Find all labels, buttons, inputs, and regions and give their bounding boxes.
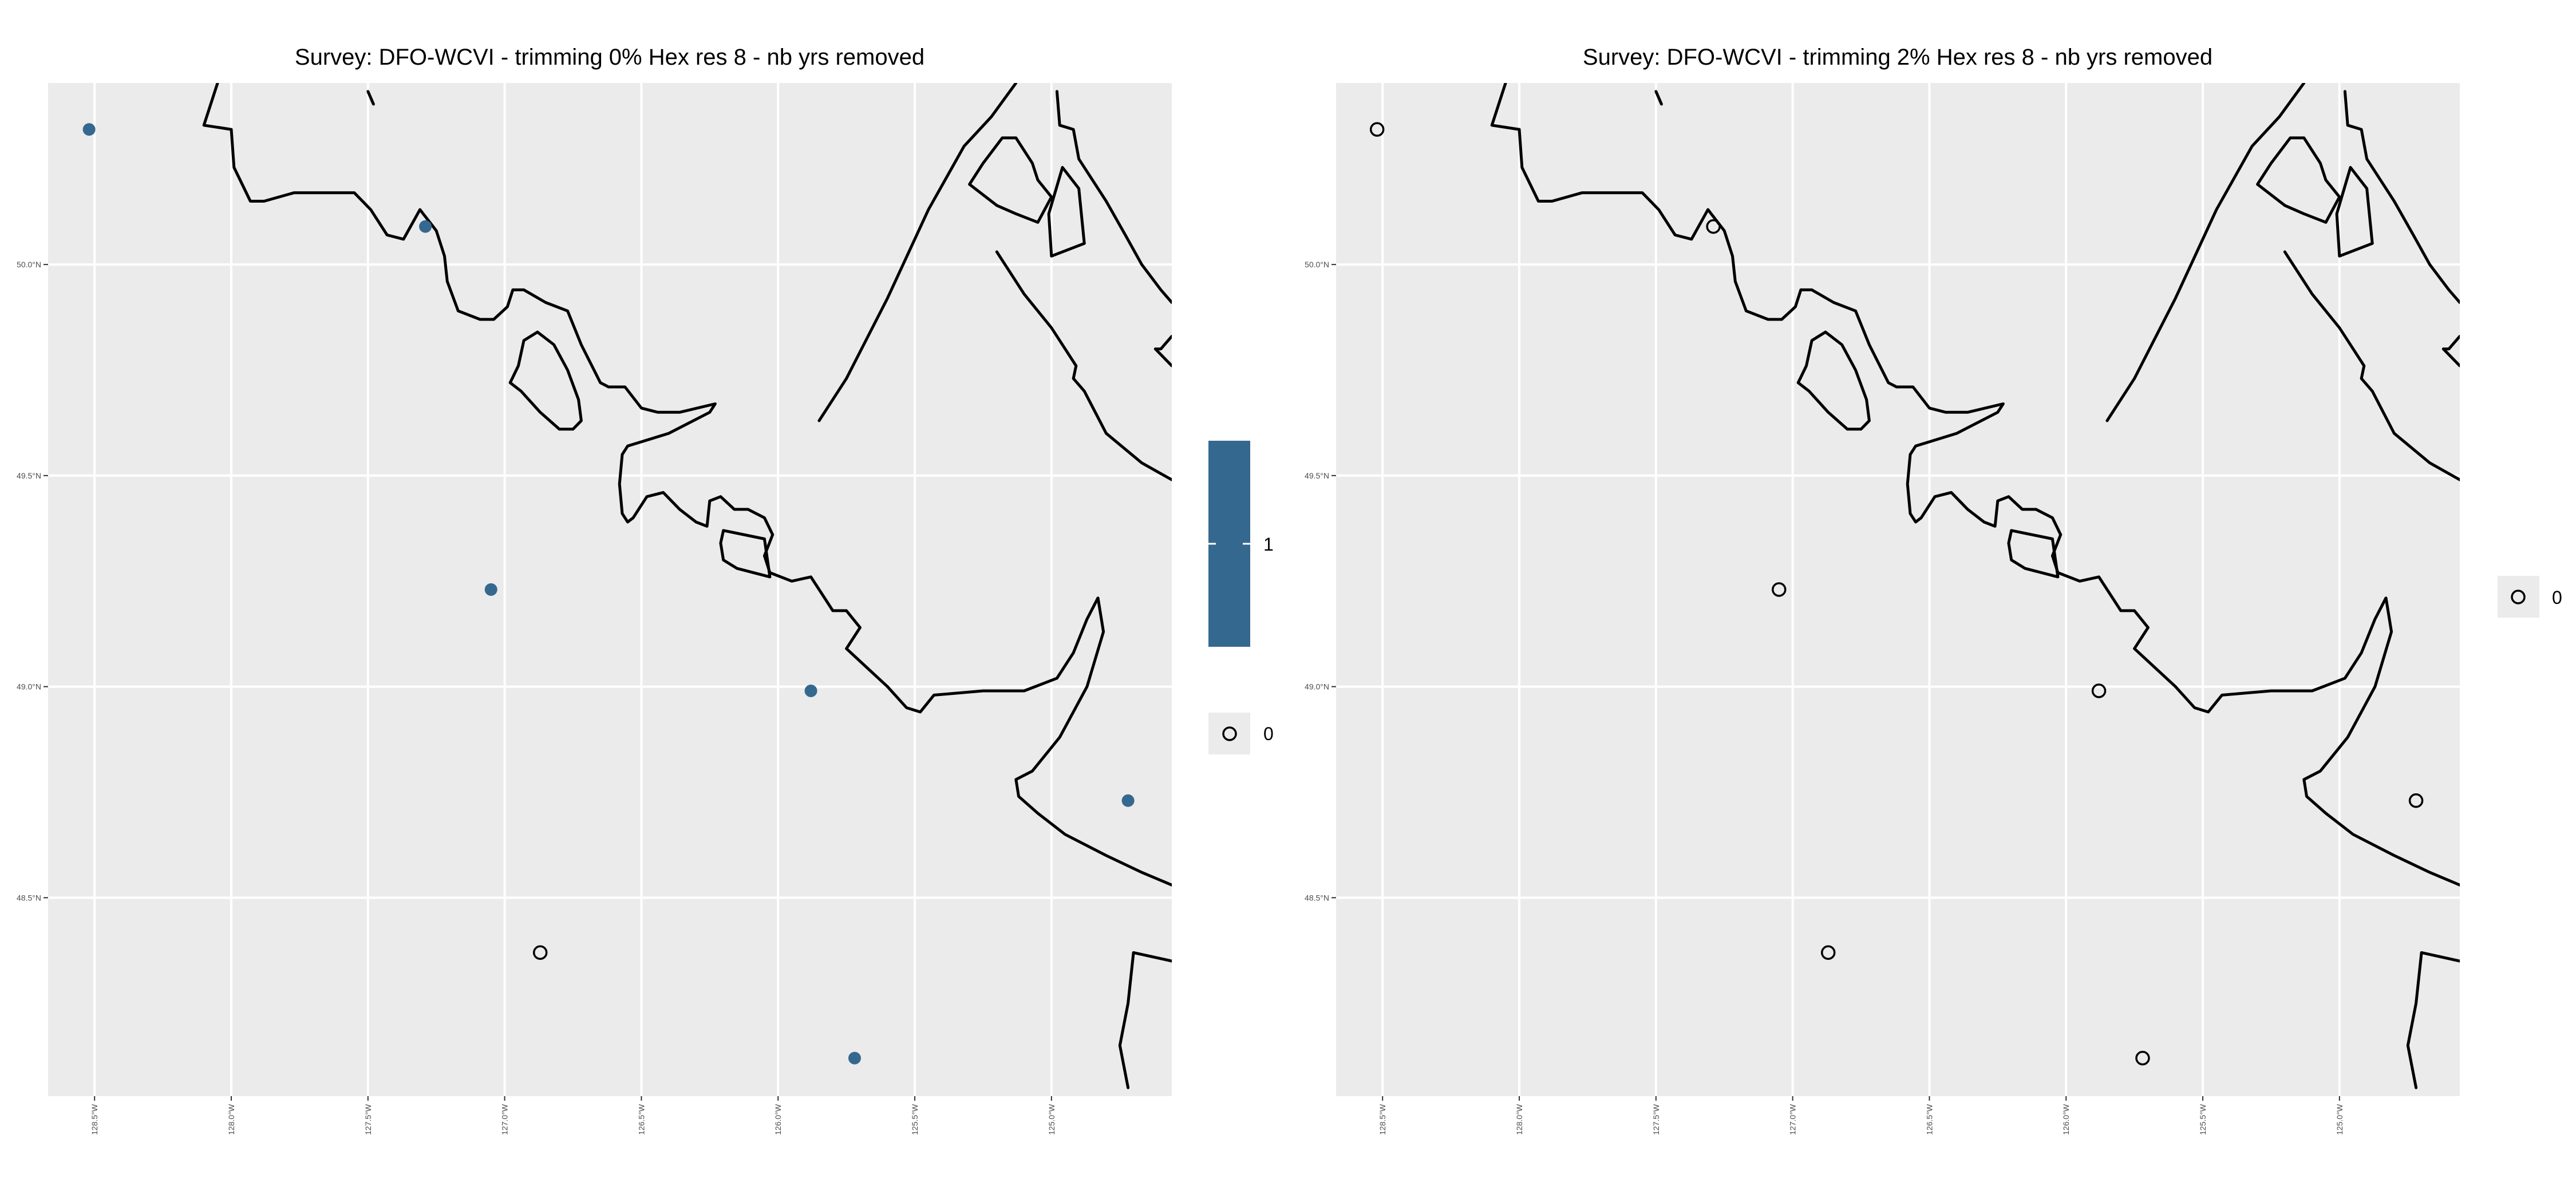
station-point-empty: [2408, 793, 2424, 808]
station-point-empty: [1820, 945, 1836, 960]
station-point-empty: [532, 945, 548, 960]
coastline: [1490, 83, 2460, 887]
coastline: [1118, 951, 1172, 1089]
station-point-filled: [848, 1051, 861, 1065]
station-point-empty: [2135, 1050, 2150, 1066]
coastline: [2343, 90, 2460, 304]
panel-title: Survey: DFO-WCVI - trimming 2% Hex res 8…: [1583, 45, 2212, 70]
station-point-filled: [804, 685, 817, 697]
legend-point-symbol: [2511, 590, 2526, 604]
y-axis-tick-label: 49.0°N: [1305, 682, 1329, 691]
legend-point-label: 0: [1263, 723, 1274, 744]
x-axis-tick-label: 125.5°W: [910, 1104, 919, 1135]
panel-title: Survey: DFO-WCVI - trimming 0% Hex res 8…: [295, 45, 924, 70]
station-point-filled: [1121, 794, 1135, 807]
x-axis-tick-label: 128.5°W: [1378, 1104, 1387, 1135]
coastline: [2335, 166, 2374, 258]
station-point-filled: [419, 220, 432, 233]
x-axis-tick-label: 128.0°W: [227, 1104, 236, 1135]
x-axis-tick-label: 125.0°W: [2335, 1104, 2344, 1135]
coastline-layer: [202, 83, 1172, 1089]
coastline: [366, 90, 375, 106]
station-point-empty: [2091, 683, 2107, 698]
station-point-empty: [1369, 122, 1385, 137]
coastline: [817, 83, 1018, 422]
coastline: [2283, 250, 2460, 481]
x-axis-tick-label: 127.5°W: [1652, 1104, 1661, 1135]
x-axis-tick-label: 127.5°W: [364, 1104, 373, 1135]
coastline: [2441, 335, 2460, 367]
y-axis-tick-label: 49.0°N: [17, 682, 41, 691]
x-axis-tick-label: 128.0°W: [1515, 1104, 1524, 1135]
coastline: [1153, 335, 1172, 367]
y-axis-tick-label: 48.5°N: [17, 893, 41, 902]
coastline: [968, 136, 1053, 224]
station-point-empty: [1706, 219, 1721, 234]
coastline: [202, 83, 1172, 887]
coastline: [1055, 90, 1172, 304]
coastline: [2406, 951, 2460, 1089]
coastline: [2105, 83, 2306, 422]
coastline: [1796, 330, 1871, 431]
station-point-filled: [82, 123, 96, 136]
panel-background: [1336, 83, 2460, 1096]
legend-point-symbol: [1222, 726, 1237, 741]
coastline: [719, 529, 772, 579]
legend-point-key: [1208, 713, 1250, 754]
x-axis-tick-label: 127.0°W: [1788, 1104, 1797, 1135]
legend-fill-label: 1: [1263, 534, 1274, 555]
x-axis-tick-label: 126.5°W: [637, 1104, 646, 1135]
legend-point-key: [2498, 576, 2539, 618]
y-axis-tick-label: 48.5°N: [1305, 893, 1329, 902]
x-axis-tick-label: 125.5°W: [2198, 1104, 2207, 1135]
y-axis-tick-label: 49.5°N: [17, 471, 41, 480]
legend-trimming-2pct: 0: [2498, 576, 2562, 618]
x-axis-tick-label: 126.0°W: [2061, 1104, 2071, 1135]
x-axis-tick-label: 125.0°W: [1047, 1104, 1056, 1135]
coastline: [995, 250, 1172, 481]
x-axis-tick-label: 126.5°W: [1925, 1104, 1934, 1135]
coastline-layer: [1490, 83, 2460, 1089]
coastline: [2256, 136, 2341, 224]
station-point-filled: [484, 583, 497, 596]
x-axis-tick-label: 126.0°W: [773, 1104, 783, 1135]
coastline: [2007, 529, 2060, 579]
panel-trimming-2pct: 128.5°W 128.0°W 127.5°W 127.0°W 126.5°W 126.0…: [1305, 45, 2460, 1135]
coastline: [1654, 90, 1663, 106]
coastline: [1047, 166, 1086, 258]
y-axis-tick-label: 50.0°N: [17, 260, 41, 269]
x-axis-tick-label: 128.5°W: [90, 1104, 99, 1135]
legend-point-label: 0: [2552, 587, 2562, 608]
panel-trimming-0pct: 128.5°W 128.0°W 127.5°W 127.0°W 126.5°W 126.0…: [17, 45, 1172, 1135]
station-point-empty: [1771, 582, 1787, 597]
x-axis-tick-label: 127.0°W: [500, 1104, 509, 1135]
coastline: [508, 330, 583, 431]
panel-background: [48, 83, 1172, 1096]
y-axis-tick-label: 50.0°N: [1305, 260, 1329, 269]
y-axis-tick-label: 49.5°N: [1305, 471, 1329, 480]
legend-trimming-0pct: 1 0: [1208, 441, 1274, 754]
